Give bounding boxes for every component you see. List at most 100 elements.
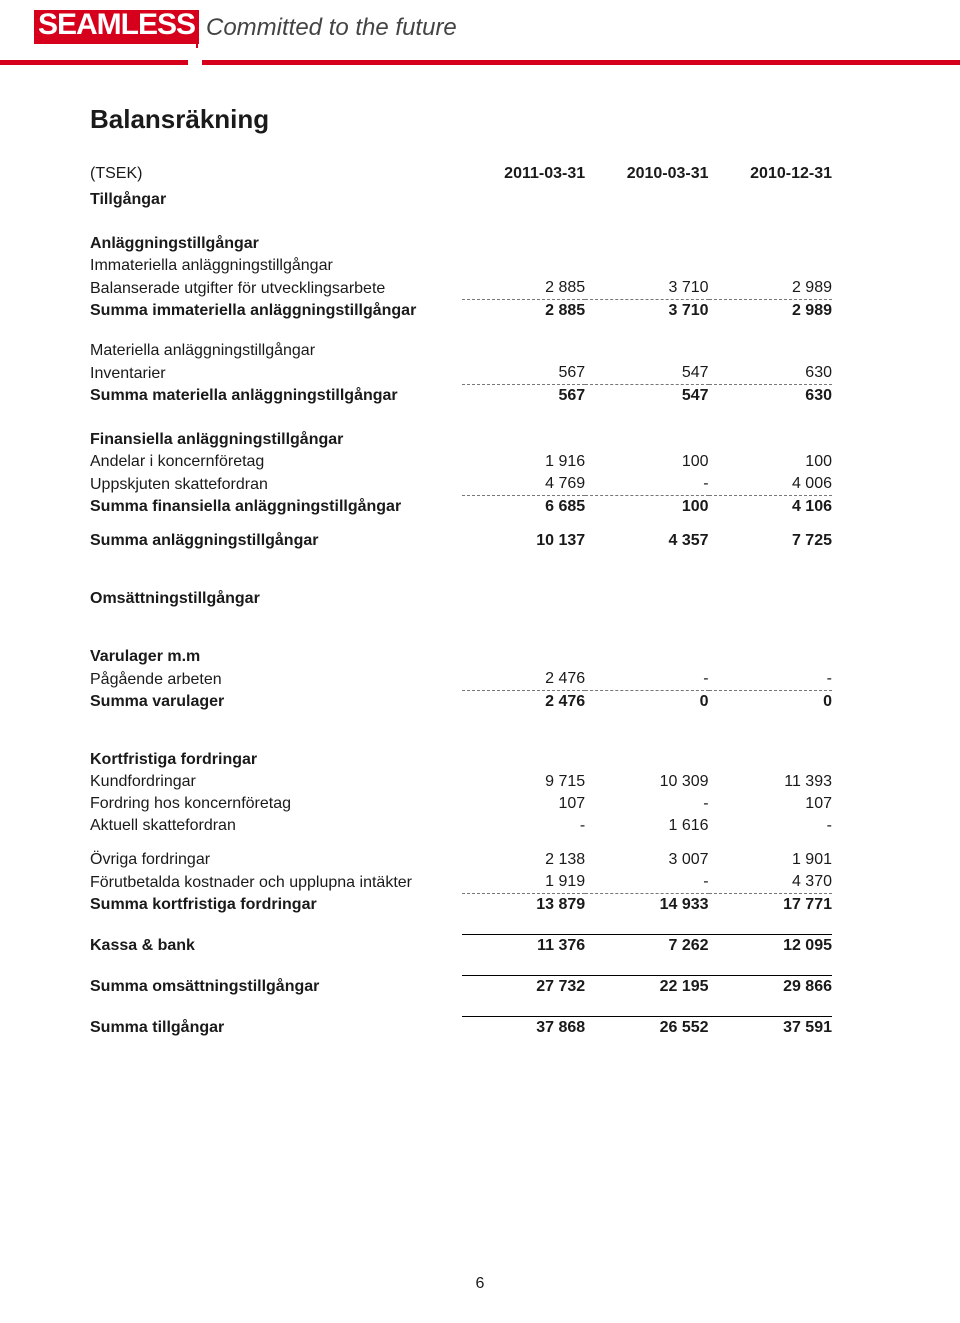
row-label: Fordring hos koncernföretag [90,793,462,815]
cell: 7 725 [709,530,832,552]
row-aktuell-skatt: Aktuell skattefordran - 1 616 - [90,815,832,837]
row-label: Inventarier [90,362,462,385]
cell: 17 771 [709,894,832,917]
row-sum-inventory: Summa varulager 2 476 0 0 [90,691,832,714]
page-number: 6 [0,1275,960,1293]
row-sum-current-assets: Summa omsättningstillgångar 27 732 22 19… [90,976,832,999]
section-current-assets: Omsättningstillgångar [90,584,832,610]
subhead-financial: Finansiella anläggningstillgångar [90,425,832,451]
row-label: Summa kortfristiga fordringar [90,894,462,917]
col-date-1: 2011-03-31 [462,163,585,185]
row-label: Kortfristiga fordringar [90,745,462,771]
row-label: Immateriella anläggningstillgångar [90,255,462,277]
cell: 630 [709,385,832,408]
cell: 2 476 [462,691,585,714]
cell: 3 710 [585,300,708,323]
row-sum-total-assets: Summa tillgångar 37 868 26 552 37 591 [90,1017,832,1040]
cell: 4 769 [462,473,585,496]
cell: 14 933 [585,894,708,917]
page-content: Balansräkning (TSEK) 2011-03-31 2010-03-… [0,64,960,1039]
row-label: Summa omsättningstillgångar [90,976,462,999]
cell: 2 138 [462,849,585,871]
row-kassa-bank: Kassa & bank 11 376 7 262 12 095 [90,935,832,958]
cell: 107 [709,793,832,815]
cell: 11 393 [709,771,832,793]
cell: 22 195 [585,976,708,999]
row-label: Finansiella anläggningstillgångar [90,425,462,451]
cell: - [462,815,585,837]
brand-logo-text: SEAMLESS [34,10,199,40]
cell: 3 710 [585,277,708,300]
cell: 0 [709,691,832,714]
row-label: Materiella anläggningstillgångar [90,340,462,362]
section-assets: Tillgångar [90,185,832,211]
cell: - [709,668,832,691]
row-label: Balanserade utgifter för utvecklingsarbe… [90,277,462,300]
cell: 107 [462,793,585,815]
cell: 547 [585,362,708,385]
cell: 2 989 [709,300,832,323]
cell: 4 006 [709,473,832,496]
cell: - [585,668,708,691]
cell: 2 476 [462,668,585,691]
row-label: Varulager m.m [90,642,462,668]
row-label: Summa finansiella anläggningstillgångar [90,496,462,519]
col-label-header: (TSEK) [90,163,462,185]
cell: 1 616 [585,815,708,837]
brand-logo: SEAMLESS [34,10,199,44]
cell: - [585,871,708,894]
cell: 2 885 [462,277,585,300]
cell: 100 [709,451,832,473]
row-label: Summa immateriella anläggningstillgångar [90,300,462,323]
cell: 13 879 [462,894,585,917]
cell: - [585,473,708,496]
cell: 4 106 [709,496,832,519]
row-label: Uppskjuten skattefordran [90,473,462,496]
cell: 7 262 [585,935,708,958]
cell: - [709,815,832,837]
row-sum-fixed-assets: Summa anläggningstillgångar 10 137 4 357… [90,530,832,552]
cell: 10 137 [462,530,585,552]
cell: 0 [585,691,708,714]
cell: 3 007 [585,849,708,871]
row-sum-tangible: Summa materiella anläggningstillgångar 5… [90,385,832,408]
cell: 4 370 [709,871,832,894]
row-pagaende: Pågående arbeten 2 476 - - [90,668,832,691]
balance-sheet-table: (TSEK) 2011-03-31 2010-03-31 2010-12-31 … [90,163,832,1039]
header-divider [196,10,198,48]
cell: 26 552 [585,1017,708,1040]
section-fixed-assets: Anläggningstillgångar [90,229,832,255]
cell: 6 685 [462,496,585,519]
col-date-3: 2010-12-31 [709,163,832,185]
row-andelar: Andelar i koncernföretag 1 916 100 100 [90,451,832,473]
col-date-2: 2010-03-31 [585,163,708,185]
cell: - [585,793,708,815]
row-label: Summa varulager [90,691,462,714]
cell: 1 901 [709,849,832,871]
row-ovriga-fordringar: Övriga fordringar 2 138 3 007 1 901 [90,849,832,871]
cell: 37 591 [709,1017,832,1040]
row-label: Kassa & bank [90,935,462,958]
section-label: Anläggningstillgångar [90,229,462,255]
row-sum-intangible: Summa immateriella anläggningstillgångar… [90,300,832,323]
subhead-inventory: Varulager m.m [90,642,832,668]
row-label: Pågående arbeten [90,668,462,691]
row-baldev: Balanserade utgifter för utvecklingsarbe… [90,277,832,300]
row-label: Summa anläggningstillgångar [90,530,462,552]
cell: 2 989 [709,277,832,300]
cell: 37 868 [462,1017,585,1040]
cell: 630 [709,362,832,385]
cell: 567 [462,385,585,408]
row-forutbetalda: Förutbetalda kostnader och upplupna intä… [90,871,832,894]
row-sum-receivables: Summa kortfristiga fordringar 13 879 14 … [90,894,832,917]
cell: 100 [585,451,708,473]
row-inventarier: Inventarier 567 547 630 [90,362,832,385]
cell: 567 [462,362,585,385]
header-red-bar [0,60,960,65]
row-kundfordringar: Kundfordringar 9 715 10 309 11 393 [90,771,832,793]
cell: 1 919 [462,871,585,894]
page-title: Balansräkning [90,104,832,135]
header-bar-gap [188,60,202,65]
cell: 10 309 [585,771,708,793]
cell: 12 095 [709,935,832,958]
